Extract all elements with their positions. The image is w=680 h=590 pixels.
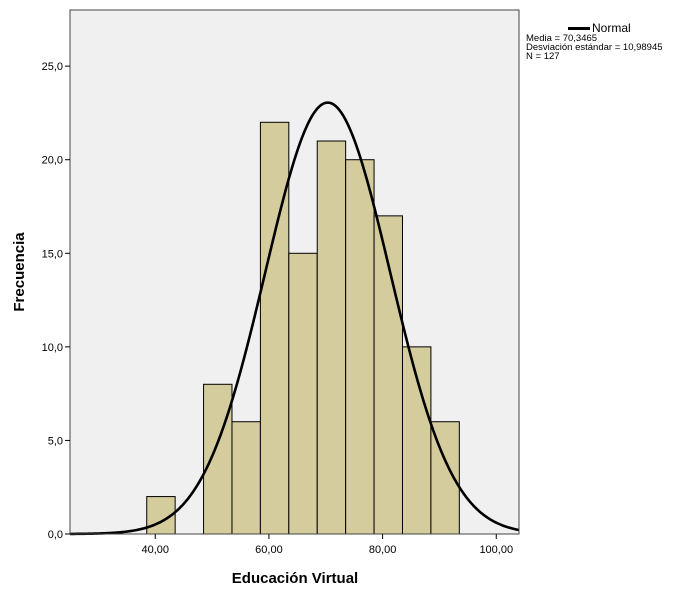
legend-stat-value: 127 [543,51,560,62]
bar-7 [345,159,375,535]
x-axis-label: Educación Virtual [232,570,358,587]
y-tick-label: 5,0 [48,435,63,447]
bar-3 [231,421,261,535]
x-tick-label: 60,00 [255,544,283,556]
legend-stat-label: Desviación estándar [526,42,613,53]
legend: Normal Media = 70,3465 Desviación estánda… [526,22,663,61]
bar-5 [288,252,318,535]
plot-frame [69,9,520,535]
y-tick-label: 0,0 [48,529,63,541]
x-tick-label: 100,00 [479,544,513,556]
y-tick-label: 25,0 [42,61,63,73]
legend-stat-value: 70,3465 [562,33,598,44]
legend-stat: Media = 70,3465 [526,33,598,44]
legend-stat: N = 127 [526,51,560,62]
legend-line-swatch [568,26,590,30]
y-axis: 0,0 5,0 10,0 15,0 20,0 25,0 [42,61,70,541]
legend-stat-label: N [526,51,533,62]
y-axis-label: Frecuencia [11,232,28,312]
legend-stat: Desviación estándar = 10,98945 [526,42,663,53]
y-tick-label: 15,0 [42,248,63,260]
legend-stats: Media = 70,3465 Desviación estándar = 10,… [526,33,663,62]
legend-stat-value: 10,98945 [622,42,663,53]
bar-6 [316,140,347,535]
y-tick-label: 20,0 [42,155,63,167]
bar-2 [203,383,233,535]
x-tick-label: 40,00 [141,544,169,556]
x-axis: 40,00 60,00 80,00 100,00 [141,534,513,556]
legend-label: Normal [592,21,631,35]
normal-curve [69,101,520,536]
legend-stat-label: Media [526,33,552,44]
bar-4 [259,121,290,535]
x-tick-label: 80,00 [369,544,397,556]
legend-entry-normal: Normal [568,22,663,34]
y-tick-label: 10,0 [42,342,63,354]
